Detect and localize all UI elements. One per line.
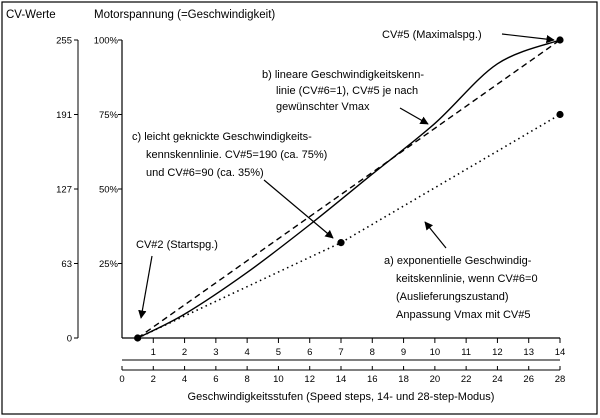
annotation-c: c) leicht geknickte Geschwindigkeits- ke… <box>132 131 330 179</box>
data-point-marker <box>556 110 564 119</box>
x-tick-14: 3 <box>213 347 218 358</box>
data-point-marker <box>556 36 564 44</box>
y-tick-pct: 75% <box>99 110 119 121</box>
x-tick-14: 11 <box>461 347 471 358</box>
annotation-b: b) lineare Geschwindigkeitskenn- linie (… <box>262 69 427 113</box>
y-tick-cv: 63 <box>61 259 72 270</box>
annotation-b-line-3: gewünschter Vmax <box>276 101 370 113</box>
x-tick-28: 12 <box>304 374 315 385</box>
annotation-a-line-1: a) exponentielle Geschwindig- <box>384 255 532 267</box>
annotation-a: a) exponentielle Geschwindig- keitskennl… <box>384 255 541 321</box>
arrow-b <box>399 107 429 125</box>
y-tick-cv: 191 <box>56 110 72 121</box>
x-tick-14: 5 <box>276 347 281 358</box>
annotation-a-line-4: Anpassung Vmax mit CV#5 <box>396 309 531 321</box>
x-tick-28: 6 <box>213 374 218 385</box>
annotation-cv2: CV#2 (Startspg.) <box>136 239 218 251</box>
x-tick-28: 2 <box>151 374 156 385</box>
arrow-cv2 <box>138 255 153 319</box>
y-tick-cv: 0 <box>67 334 72 345</box>
x-tick-28: 28 <box>555 374 566 385</box>
x-tick-28: 0 <box>119 374 124 385</box>
cv-axis-header: CV-Werte <box>6 9 56 21</box>
annotation-c-line-3: und CV#6=90 (ca. 35%) <box>146 167 264 179</box>
x-tick-14: 1 <box>151 347 156 358</box>
x-tick-14: 13 <box>523 347 534 358</box>
annotation-cv5: CV#5 (Maximalspg.) <box>382 29 482 41</box>
x-tick-28: 10 <box>273 374 284 385</box>
x-tick-28: 22 <box>461 374 472 385</box>
x-tick-14: 14 <box>555 347 566 358</box>
x-tick-28: 20 <box>430 374 441 385</box>
y-tick-cv: 127 <box>56 185 72 196</box>
x-tick-28: 16 <box>367 374 378 385</box>
arrow-cv5 <box>501 33 555 44</box>
x-axis-label: Geschwindigkeitsstufen (Speed steps, 14-… <box>188 391 495 403</box>
x-tick-14: 12 <box>492 347 503 358</box>
series-b-line <box>137 39 561 339</box>
y-tick-cv: 255 <box>56 36 72 47</box>
annotation-a-line-3: (Auslieferungszustand) <box>396 291 509 303</box>
annotation-c-line-1: c) leicht geknickte Geschwindigkeits- <box>132 131 312 143</box>
annotation-c-line-2: kennskennlinie. CV#5=190 (ca. 75%) <box>146 149 327 161</box>
x-tick-28: 14 <box>336 374 347 385</box>
annotation-b-line-1: b) lineare Geschwindigkeitskenn- <box>262 69 424 81</box>
annotation-b-line-2: linie (CV#6=1), CV#5 je nach <box>276 85 418 97</box>
x-tick-14: 7 <box>338 347 343 358</box>
data-point-marker <box>134 334 142 342</box>
annotation-a-line-2: keitskennlinie, wenn CV#6=0 <box>396 273 538 285</box>
x-tick-14: 4 <box>244 347 249 358</box>
x-tick-14: 10 <box>430 347 441 358</box>
x-tick-14: 9 <box>401 347 406 358</box>
arrow-a <box>424 221 447 249</box>
x-tick-28: 24 <box>492 374 503 385</box>
arrow-c <box>263 179 334 239</box>
y-tick-pct: 25% <box>99 259 119 270</box>
y-tick-pct: 100% <box>94 36 119 47</box>
data-point-marker <box>337 239 345 247</box>
x-tick-14: 6 <box>307 347 312 358</box>
voltage-axis-header: Motorspannung (=Geschwindigkeit) <box>94 9 275 21</box>
x-tick-14: 8 <box>370 347 375 358</box>
x-tick-28: 26 <box>523 374 534 385</box>
y-tick-pct: 50% <box>99 185 119 196</box>
x-tick-28: 4 <box>182 374 187 385</box>
series-a-line <box>137 39 561 339</box>
x-tick-28: 8 <box>244 374 249 385</box>
x-tick-28: 18 <box>398 374 409 385</box>
x-tick-14: 2 <box>182 347 187 358</box>
